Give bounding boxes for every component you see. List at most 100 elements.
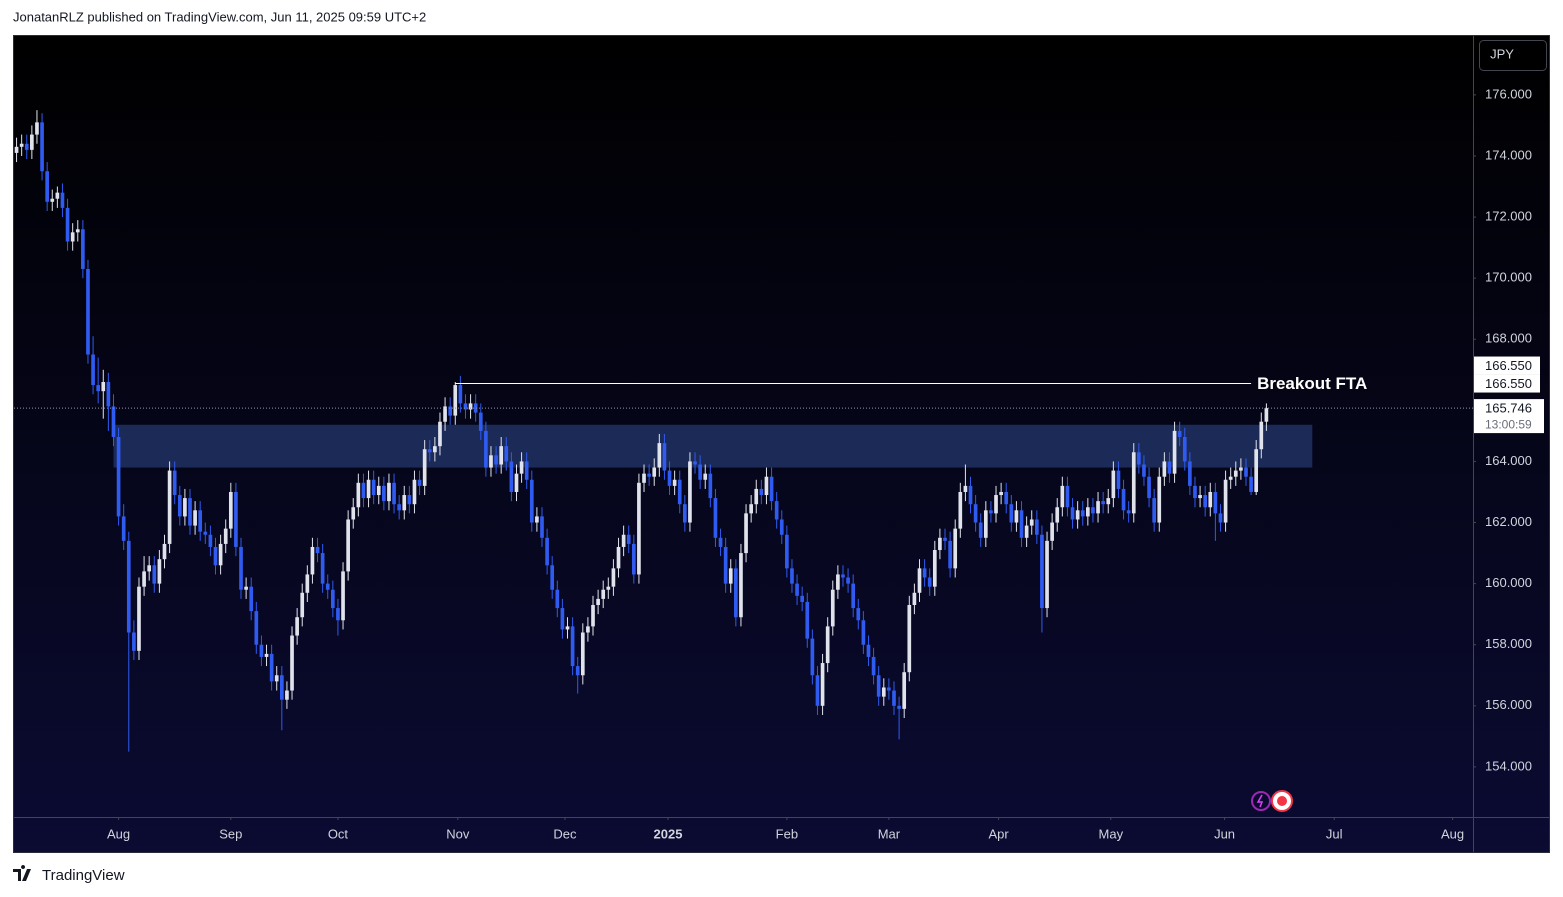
x-tick-label: Jun [1214, 826, 1235, 841]
candle-body [529, 479, 534, 523]
candle-body [1045, 540, 1049, 609]
candle-body [1096, 501, 1100, 514]
candle-body [1029, 519, 1034, 526]
candle-body [371, 479, 376, 496]
candle-body [734, 568, 738, 618]
y-tick-label: 160.000 [1485, 575, 1532, 590]
candle-body [427, 449, 432, 453]
candle-body [1188, 461, 1192, 486]
x-tick-label: Aug [1441, 826, 1464, 841]
candle-body [989, 510, 993, 514]
candle-body [718, 537, 723, 547]
candle-body [361, 482, 366, 499]
candle-body [1014, 510, 1019, 523]
candle-body [295, 617, 299, 636]
currency-button[interactable] [1479, 40, 1547, 71]
x-tick-label: Nov [446, 826, 470, 841]
candle-body [1264, 408, 1269, 422]
candle-body [1208, 491, 1213, 508]
candle-body [106, 382, 111, 407]
candle-body [494, 455, 498, 465]
currency-label: JPY [1490, 46, 1514, 61]
candle-body [887, 687, 891, 691]
candle-body [55, 192, 60, 199]
candle-body [637, 482, 641, 575]
candle-body [1106, 498, 1111, 505]
candle-body [749, 504, 753, 514]
candle-body [519, 461, 524, 474]
last-price-label: 165.746 [1485, 401, 1532, 416]
candle-body [30, 134, 34, 150]
candle-body [1182, 436, 1187, 462]
candle-body [336, 608, 340, 621]
candle-body [795, 583, 799, 596]
candle-body [1239, 467, 1243, 471]
candle-body [341, 571, 345, 621]
candle-body [810, 638, 815, 676]
candle-body [570, 626, 575, 667]
candle-body [198, 510, 203, 532]
candle-body [433, 446, 437, 453]
candle-body [279, 675, 284, 700]
candle-body [978, 522, 983, 538]
y-tick-label: 170.000 [1485, 270, 1532, 285]
candle-body [861, 620, 866, 645]
candle-body [524, 461, 529, 480]
candle-body [443, 406, 447, 422]
candle-body [560, 608, 565, 630]
candle-body [1040, 534, 1044, 609]
candle-body [86, 268, 90, 355]
candle-body [723, 546, 728, 584]
candle-body [759, 488, 764, 496]
candle-body [1218, 513, 1223, 523]
candle-body [1004, 491, 1009, 505]
candle-body [422, 449, 427, 486]
candle-body [305, 574, 310, 593]
candle-body [1024, 525, 1029, 538]
candle-body [616, 546, 621, 569]
candle-body [535, 516, 539, 523]
candle-body [387, 482, 391, 502]
candle-body [75, 229, 80, 233]
candle-body [438, 421, 442, 447]
candle-body [193, 510, 197, 526]
candle-body [116, 436, 121, 517]
candle-body [846, 577, 850, 584]
candle-body [65, 207, 70, 242]
candle-body [213, 546, 218, 566]
candle-body [830, 589, 835, 627]
candle-body [40, 122, 44, 172]
candle-body [35, 122, 39, 135]
candle-body [754, 488, 759, 505]
candle-body [682, 504, 687, 523]
candle-body [177, 495, 182, 517]
x-tick-label: Oct [328, 826, 349, 841]
candle-body [218, 543, 223, 566]
candle-body [1034, 519, 1039, 535]
alert-icon[interactable] [1251, 791, 1271, 811]
candle-body [662, 443, 667, 471]
candle-body [1193, 485, 1197, 499]
candle-body [514, 473, 519, 492]
candle-body [1101, 501, 1105, 505]
candle-body [1086, 507, 1090, 517]
candle-body [728, 568, 733, 584]
candle-body [871, 656, 876, 676]
candle-body [1213, 491, 1218, 514]
candle-body [19, 143, 24, 147]
candle-body [708, 473, 713, 499]
price-label-box [1474, 374, 1540, 393]
candle-body [672, 479, 677, 486]
candle-body [586, 626, 590, 633]
candle-body [652, 467, 657, 477]
logo-mark [13, 865, 31, 881]
candle-body [376, 485, 381, 496]
candle-body [137, 586, 141, 651]
candle-body [188, 498, 192, 526]
candle-body [484, 430, 488, 468]
candle-body [172, 470, 177, 496]
candle-body [1162, 461, 1167, 477]
candle-body [1172, 430, 1177, 474]
candle-body [1223, 479, 1228, 523]
